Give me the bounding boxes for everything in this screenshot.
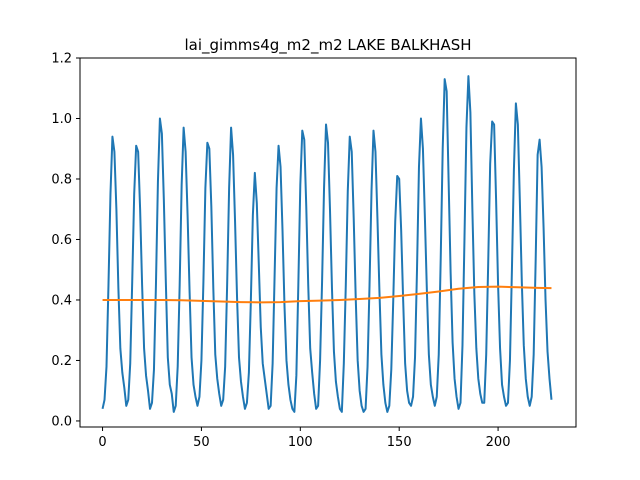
x-axis: 0 50 100 150 200 [98, 427, 510, 450]
y-tick-label: 0.8 [51, 172, 72, 187]
x-tick-label: 150 [387, 435, 412, 450]
y-axis: 0.0 0.2 0.4 0.6 0.8 1.0 1.2 [51, 52, 80, 429]
plot-frame [79, 57, 577, 428]
y-tick-label: 1.0 [51, 112, 72, 127]
plot-area [79, 57, 577, 428]
y-tick-label: 0.0 [51, 414, 72, 429]
series-layer [101, 75, 553, 413]
series-line-1 [102, 285, 552, 304]
x-tick-label: 200 [486, 435, 511, 450]
x-tick-label: 0 [98, 435, 106, 450]
y-tick-label: 0.4 [51, 293, 72, 308]
series-line-0 [101, 75, 553, 413]
y-tick-label: 0.2 [51, 354, 72, 369]
y-tick-label: 0.6 [51, 233, 72, 248]
x-tick-label: 50 [193, 435, 210, 450]
chart-title: lai_gimms4g_m2_m2 LAKE BALKHASH [184, 36, 471, 55]
y-tick-label: 1.2 [51, 52, 72, 67]
x-tick-label: 100 [288, 435, 313, 450]
